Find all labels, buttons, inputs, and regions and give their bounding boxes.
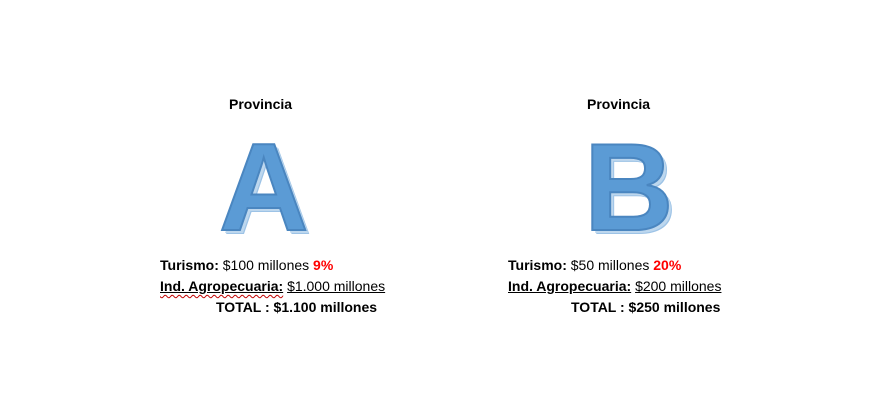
- province-letter: A: [218, 119, 310, 257]
- tourism-label: Turismo:: [508, 257, 567, 273]
- province-heading: Provincia: [587, 96, 651, 112]
- tourism-line: Turismo: $100 millones 9%: [160, 256, 333, 274]
- agro-label: Ind. Agropecuaria:: [160, 278, 283, 294]
- province-heading: Provincia: [229, 96, 293, 112]
- province-letter: B: [583, 119, 675, 257]
- province-a-block: Provincia A Turismo: $100 millones 9% In…: [0, 0, 400, 403]
- tourism-percent: 9%: [313, 257, 334, 273]
- total-line: TOTAL : $1.100 millones: [216, 299, 378, 315]
- agro-label-text: Ind. Agropecuaria:: [160, 278, 284, 294]
- tourism-line: Turismo: $50 millones 20%: [508, 256, 681, 274]
- tourism-value: $100 millones: [218, 257, 314, 273]
- agro-value: $1.000 millones: [287, 278, 386, 294]
- agro-label: Ind. Agropecuaria:: [508, 278, 632, 294]
- total-line: TOTAL : $250 millones: [571, 299, 721, 315]
- agro-line: Ind. Agropecuaria: $1.000 millones: [160, 277, 385, 295]
- agro-line: Ind. Agropecuaria: $200 millones: [508, 277, 721, 295]
- agro-value: $200 millones: [635, 278, 722, 294]
- tourism-label: Turismo:: [160, 257, 219, 273]
- tourism-value: $50 millones: [566, 257, 654, 273]
- province-b-block: Provincia B Turismo: $50 millones 20% In…: [450, 0, 850, 403]
- tourism-percent: 20%: [653, 257, 682, 273]
